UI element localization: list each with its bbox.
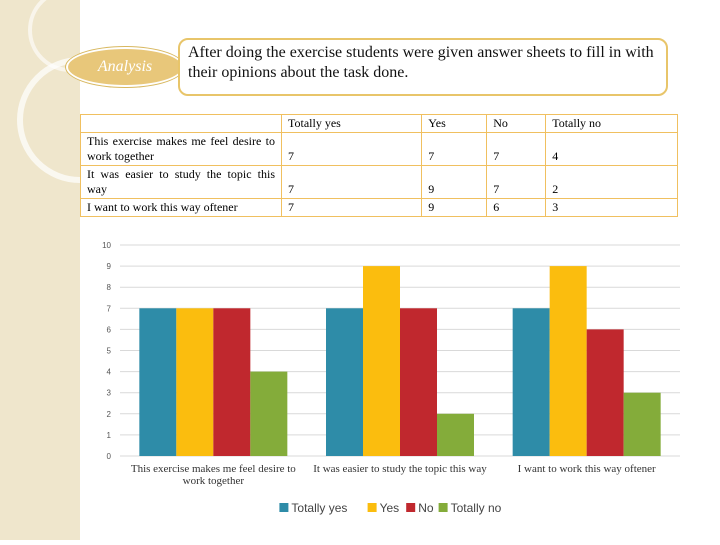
table-cell: 3: [545, 198, 678, 217]
table-cell: 7: [486, 165, 547, 199]
table-cell: 7: [486, 132, 547, 166]
table-cell: 6: [486, 198, 547, 217]
bar: [586, 329, 624, 456]
table-row: It was easier to study the topic this wa…: [80, 165, 678, 199]
bar: [213, 308, 251, 456]
x-tick-label: It was easier to study the topic this wa…: [313, 463, 487, 475]
table-corner: [80, 114, 282, 133]
table-row: I want to work this way oftener 7 9 6 3: [80, 198, 678, 217]
y-tick-label: 4: [107, 368, 112, 377]
table-cell: 9: [421, 165, 488, 199]
table-cell: 7: [421, 132, 488, 166]
decor: [17, 0, 143, 183]
legend-swatch: [279, 503, 289, 512]
table-cell: 7: [280, 132, 423, 166]
row-label: I want to work this way oftener: [80, 198, 282, 217]
legend-label: Yes: [380, 501, 400, 515]
note: After doing the exercise students were g…: [178, 38, 668, 96]
table-cell: 9: [421, 198, 488, 217]
y-tick-label: 3: [107, 389, 112, 398]
bar: [139, 308, 177, 456]
legend-label: Totally yes: [291, 501, 347, 515]
table-row: This exercise makes me feel desire to wo…: [80, 132, 678, 166]
column-header: Totally no: [545, 114, 678, 133]
decor-strip: [0, 0, 143, 540]
y-tick-label: 6: [107, 325, 112, 334]
legend-swatch: [406, 503, 416, 512]
legend-swatch: [438, 503, 448, 512]
bar: [400, 308, 437, 456]
y-tick-label: 0: [107, 452, 112, 461]
table-cell: 2: [545, 165, 678, 199]
column-header: Yes: [421, 114, 488, 133]
y-tick-label: 1: [107, 431, 112, 440]
column-header: Totally yes: [280, 114, 423, 133]
bar: [512, 308, 550, 456]
badge: Analysis: [66, 47, 184, 87]
bar: [176, 308, 214, 456]
y-tick-label: 9: [107, 262, 112, 271]
bar: [549, 266, 587, 456]
bar: [623, 392, 661, 456]
chart: 0 1 2 3 4 5 6 7 8 9 10 Totally yes Yes No Totally no: [102, 241, 680, 515]
bar: [250, 371, 288, 456]
x-tick-label: This exercise makes me feel desire to wo…: [130, 463, 296, 487]
table-cell: 7: [280, 165, 423, 199]
x-tick-label: I want to work this way oftener: [517, 463, 656, 475]
chart-area: 0 1 2 3 4 5 6 7 8 9 10 Totally yes Yes No Totally no T…: [93, 235, 688, 527]
y-tick-label: 7: [107, 304, 112, 313]
bar: [326, 308, 363, 456]
row-label: It was easier to study the topic this wa…: [80, 165, 282, 199]
table-cell: 4: [545, 132, 678, 166]
bar: [363, 266, 400, 456]
y-tick-label: 8: [107, 283, 112, 292]
y-tick-label: 5: [107, 347, 112, 356]
legend-label: No: [418, 501, 434, 515]
column-header: No: [486, 114, 547, 133]
legend: Totally yes Yes No Totally no: [279, 501, 502, 515]
legend-swatch: [367, 503, 377, 512]
table-header-row: Totally yes Yes No Totally no: [80, 114, 678, 133]
table-cell: 7: [280, 198, 423, 217]
legend-label: Totally no: [451, 501, 502, 515]
table: Totally yes Yes No Totally no This exercise …: [80, 114, 678, 217]
y-tick-label: 10: [102, 241, 111, 250]
row-label: This exercise makes me feel desire to wo…: [80, 132, 282, 166]
bar: [437, 413, 474, 456]
y-tick-label: 2: [107, 410, 112, 419]
